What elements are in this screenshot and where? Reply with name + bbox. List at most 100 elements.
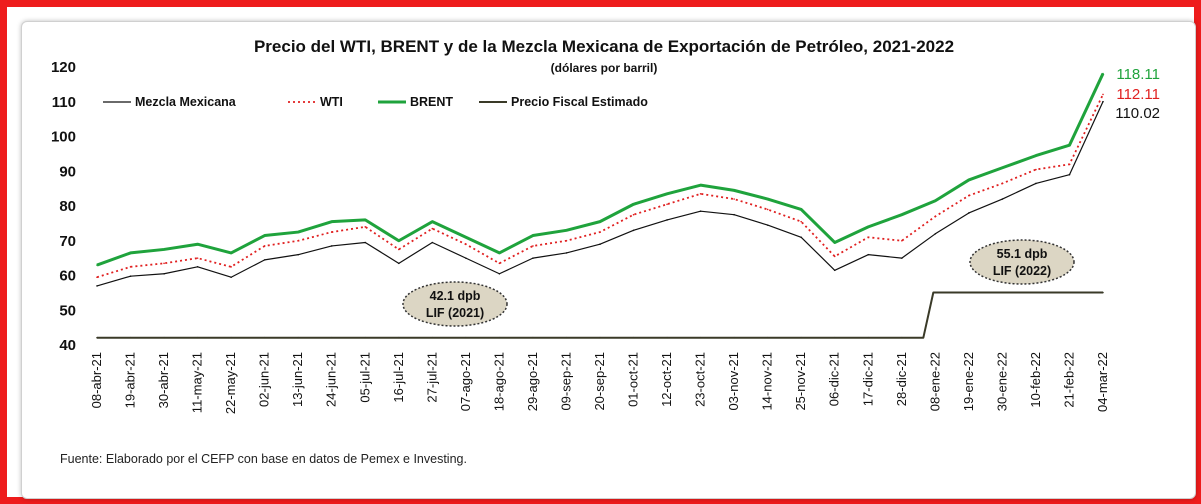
legend-label: Mezcla Mexicana: [135, 95, 237, 109]
data-point: [800, 220, 802, 223]
x-tick-label: 13-jun-21: [290, 352, 305, 407]
data-point: [833, 241, 836, 244]
data-point: [800, 236, 802, 239]
data-point: [733, 336, 735, 339]
annotation-lif: 42.1 dpb LIF (2021): [402, 281, 508, 327]
annotation-lif: 55.1 dpb LIF (2022): [969, 239, 1075, 285]
data-point: [666, 203, 668, 206]
data-point: [766, 224, 769, 226]
data-point: [632, 229, 635, 232]
data-point: [1035, 291, 1037, 294]
data-point: [532, 234, 534, 237]
x-tick-label: 04-mar-22: [1095, 352, 1110, 412]
data-point: [1068, 291, 1071, 294]
annotation-bubble: [402, 281, 508, 327]
data-point: [1102, 93, 1104, 96]
data-point: [565, 252, 568, 254]
data-point: [599, 220, 601, 223]
data-point: [129, 336, 132, 339]
data-point: [901, 213, 903, 216]
x-tick-label: 17-dic-21: [860, 352, 875, 406]
data-point: [532, 336, 534, 339]
x-tick-label: 25-nov-21: [793, 352, 808, 411]
y-tick-label: 110: [52, 94, 76, 111]
data-point: [498, 252, 501, 254]
data-point: [632, 213, 635, 216]
y-axis: 40 50 60 70 80 90 100 110 120: [51, 59, 76, 354]
data-point: [766, 208, 769, 211]
data-point: [867, 226, 870, 228]
data-point: [431, 241, 434, 244]
data-point: [934, 199, 937, 202]
data-point: [163, 336, 165, 339]
x-tick-label: 06-dic-21: [827, 352, 842, 406]
data-point: [465, 336, 467, 339]
data-point: [867, 253, 870, 256]
x-tick-label: 16-jul-21: [391, 352, 406, 403]
data-point: [901, 257, 903, 259]
data-point: [465, 257, 467, 259]
data-point: [364, 241, 367, 244]
data-point: [96, 264, 98, 266]
x-tick-label: 10-feb-22: [1028, 352, 1043, 408]
data-point: [1001, 291, 1004, 294]
end-labels: 118.11 112.11 110.02: [1115, 66, 1160, 122]
x-tick-label: 01-oct-21: [626, 352, 641, 407]
data-point: [699, 210, 702, 213]
data-point: [833, 269, 836, 272]
x-tick-label: 30-abr-21: [156, 352, 171, 408]
data-point: [330, 220, 333, 223]
data-point: [297, 253, 300, 256]
data-point: [1001, 182, 1004, 185]
data-point: [1102, 291, 1104, 294]
series-line-mezcla-mexicana: [96, 101, 1104, 287]
data-point: [163, 272, 165, 275]
source-note: Fuente: Elaborado por el CEFP con base e…: [60, 452, 467, 466]
data-point: [330, 336, 333, 339]
data-point: [364, 336, 367, 339]
data-point: [1068, 163, 1071, 166]
annotation-line2: LIF (2022): [993, 264, 1051, 278]
data-point: [766, 198, 769, 200]
data-point: [230, 336, 232, 339]
x-tick-label: 14-nov-21: [760, 352, 775, 411]
x-tick-label: 29-ago-21: [525, 352, 540, 411]
annotations: 42.1 dpb LIF (2021) 55.1 dpb LIF (2022): [402, 239, 1075, 327]
data-point: [532, 245, 534, 247]
y-tick-label: 60: [59, 268, 76, 285]
data-point: [297, 231, 300, 233]
annotation-line1: 42.1 dpb: [430, 289, 481, 303]
data-point: [968, 291, 970, 294]
data-point: [163, 262, 165, 265]
x-tick-label: 18-ago-21: [491, 352, 506, 411]
data-point: [96, 285, 98, 287]
data-point: [330, 245, 333, 247]
series-lines: [96, 72, 1105, 339]
data-point: [498, 272, 501, 275]
data-point: [431, 227, 434, 230]
data-point: [901, 336, 903, 339]
x-tick-label: 12-oct-21: [659, 352, 674, 407]
x-tick-label: 30-ene-22: [994, 352, 1009, 411]
data-point: [196, 266, 199, 268]
data-point: [1102, 100, 1104, 103]
data-point: [230, 266, 232, 268]
data-point: [196, 257, 199, 259]
data-point: [833, 336, 836, 339]
data-point: [96, 276, 98, 279]
data-point: [934, 291, 937, 294]
x-tick-label: 28-dic-21: [894, 352, 909, 406]
legend-label: Precio Fiscal Estimado: [511, 95, 648, 109]
data-point: [733, 189, 735, 192]
data-point: [1001, 198, 1004, 200]
chart-title: Precio del WTI, BRENT y de la Mezcla Mex…: [254, 37, 954, 56]
data-point: [800, 336, 802, 339]
data-point: [733, 213, 735, 216]
y-tick-label: 80: [59, 198, 76, 215]
data-point: [699, 184, 702, 186]
data-point: [230, 276, 232, 279]
x-tick-label: 11-may-21: [190, 352, 205, 413]
data-point: [465, 243, 467, 246]
series-line-precio-fiscal-estimado: [97, 291, 1103, 339]
data-point: [968, 194, 970, 197]
